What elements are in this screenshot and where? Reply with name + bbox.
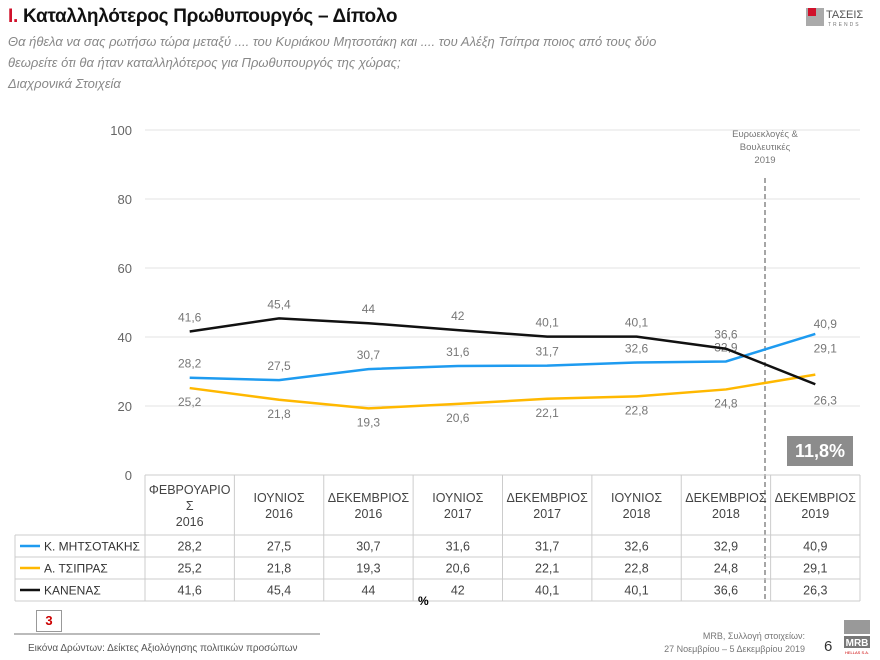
y-tick-label: 0 (125, 468, 132, 483)
legend-label: Κ. ΜΗΤΣΟΤΑΚΗΣ (44, 540, 140, 554)
category-label: ΔΕΚΕΜΒΡΙΟΣ (507, 491, 589, 505)
page-title: I. Καταλληλότερος Πρωθυπουργός – Δίπολο (8, 6, 398, 27)
table-cell: 31,6 (446, 540, 470, 554)
table-cell: 22,8 (624, 562, 648, 576)
series-line (189, 373, 816, 410)
table-cell: 24,8 (714, 562, 738, 576)
category-label: ΔΕΚΕΜΒΡΙΟΣ (775, 491, 857, 505)
category-label: ΔΕΚΕΜΒΡΙΟΣ (328, 491, 410, 505)
category-label: 2016 (265, 507, 293, 521)
data-label: 30,7 (357, 348, 381, 362)
data-label: 28,2 (178, 357, 202, 371)
data-label: 26,3 (814, 393, 838, 407)
category-label: 2017 (533, 507, 561, 521)
subtitle-line-1: Θα ήθελα να σας ρωτήσω τώρα μεταξύ .... … (8, 34, 657, 49)
data-label: 22,1 (536, 406, 560, 420)
data-label: 40,1 (625, 316, 649, 330)
y-tick-label: 100 (110, 123, 132, 138)
data-label: 31,7 (536, 345, 560, 359)
table-cell: 32,9 (714, 540, 738, 554)
table-cell: 44 (361, 584, 375, 598)
category-label: ΦΕΒΡΟΥΑΡΙΟ (149, 483, 231, 497)
data-label: 40,1 (536, 316, 560, 330)
category-label: 2019 (801, 507, 829, 521)
svg-text:MRB: MRB (846, 638, 869, 649)
table-cell: 41,6 (178, 584, 202, 598)
y-tick-label: 40 (118, 330, 132, 345)
table-cell: 19,3 (356, 562, 380, 576)
category-label: 2016 (355, 507, 383, 521)
election-annotation: Ευρωεκλογές & (732, 129, 798, 140)
table-cell: 27,5 (267, 540, 291, 554)
table-cell: 30,7 (356, 540, 380, 554)
table-cell: 36,6 (714, 584, 738, 598)
table-cell: 40,1 (535, 584, 559, 598)
section-number-box: 3 (36, 610, 62, 632)
category-label: 2018 (623, 507, 651, 521)
footer-source: MRB, Συλλογή στοιχείων: 27 Νοεμβρίου – 5 … (664, 631, 805, 654)
table-cell: 20,6 (446, 562, 470, 576)
election-annotation: 2019 (754, 155, 775, 166)
svg-text:ΤΑΣΕΙΣ: ΤΑΣΕΙΣ (826, 9, 863, 21)
category-label: ΔΕΚΕΜΒΡΙΟΣ (685, 491, 767, 505)
category-label: Σ (186, 499, 194, 513)
data-label: 45,4 (267, 297, 291, 311)
y-tick-label: 20 (118, 399, 132, 414)
data-label: 22,8 (625, 403, 649, 417)
data-label: 40,9 (814, 317, 838, 331)
unit-label: % (418, 594, 429, 608)
data-label: 21,8 (267, 407, 291, 421)
legend-label: ΚΑΝΕΝΑΣ (44, 584, 101, 598)
table-cell: 28,2 (178, 540, 202, 554)
data-label: 42 (451, 309, 465, 323)
footer-divider (14, 633, 320, 635)
data-label: 20,6 (446, 411, 470, 425)
y-tick-label: 60 (118, 261, 132, 276)
data-label: 24,8 (714, 396, 738, 410)
series-line (189, 332, 816, 382)
election-annotation: Βουλευτικές (740, 142, 791, 153)
data-label: 44 (362, 302, 376, 316)
table-cell: 29,1 (803, 562, 827, 576)
table-cell: 42 (451, 584, 465, 598)
svg-text:HELLAS S.A.: HELLAS S.A. (845, 650, 869, 655)
svg-text:TRENDS: TRENDS (828, 22, 861, 28)
data-label: 19,3 (357, 415, 381, 429)
subtitle-line-2: θεωρείτε ότι θα ήταν καταλληλότερος για … (8, 55, 401, 70)
table-cell: 26,3 (803, 584, 827, 598)
category-label: ΙΟΥΝΙΟΣ (611, 491, 662, 505)
category-label: 2016 (176, 515, 204, 529)
difference-badge: 11,8% (787, 436, 853, 466)
y-tick-label: 80 (118, 192, 132, 207)
footer-section-label: Εικόνα Δρώντων: Δείκτες Αξιολόγησης πολι… (28, 643, 298, 654)
data-label: 27,5 (267, 359, 291, 373)
table-cell: 40,9 (803, 540, 827, 554)
data-label: 31,6 (446, 345, 470, 359)
category-label: 2017 (444, 507, 472, 521)
data-label: 25,2 (178, 395, 202, 409)
table-cell: 32,6 (624, 540, 648, 554)
series-line (189, 317, 816, 386)
category-label: ΙΟΥΝΙΟΣ (254, 491, 305, 505)
mrb-logo: MRB HELLAS S.A. (844, 620, 870, 655)
table-cell: 31,7 (535, 540, 559, 554)
data-label: 41,6 (178, 310, 202, 324)
page-number: 6 (824, 638, 833, 655)
data-label: 32,6 (625, 342, 649, 356)
table-cell: 45,4 (267, 584, 291, 598)
data-label: 29,1 (814, 342, 838, 356)
table-cell: 22,1 (535, 562, 559, 576)
category-label: ΙΟΥΝΙΟΣ (432, 491, 483, 505)
data-label: 36,6 (714, 328, 738, 342)
legend-label: Α. ΤΣΙΠΡΑΣ (44, 562, 108, 576)
category-label: 2018 (712, 507, 740, 521)
subtitle-line-3: Διαχρονικά Στοιχεία (8, 76, 121, 91)
table-cell: 25,2 (178, 562, 202, 576)
table-cell: 21,8 (267, 562, 291, 576)
table-cell: 40,1 (624, 584, 648, 598)
